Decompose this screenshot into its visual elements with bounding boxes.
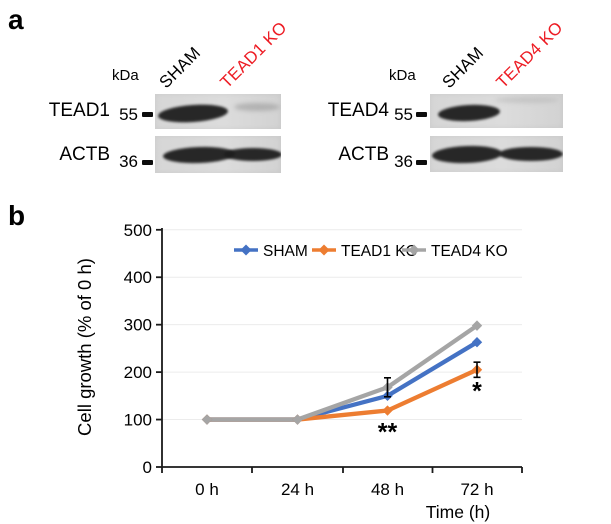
- mw-36-tick: [416, 160, 427, 165]
- significance-asterisk: **: [378, 419, 398, 447]
- y-tick-label: 200: [124, 363, 152, 382]
- x-tick-label: 72 h: [460, 480, 493, 499]
- data-point-marker: [471, 320, 483, 331]
- legend-label: TEAD4 KO: [431, 243, 508, 260]
- data-point-marker: [471, 337, 483, 348]
- x-tick-label: 0 h: [195, 480, 219, 499]
- series-line: [204, 367, 480, 422]
- protein-label-tead4: TEAD4: [327, 100, 389, 121]
- mw-55-tick: [416, 112, 427, 117]
- lane-label-tead1-ko: TEAD1 KO: [216, 17, 291, 92]
- significance-asterisk: *: [472, 378, 482, 406]
- mw-36-label: 36: [394, 152, 413, 171]
- legend-marker: [240, 244, 252, 256]
- y-tick-label: 500: [124, 221, 152, 240]
- x-tick-label: 48 h: [371, 480, 404, 499]
- mw-55-tick: [142, 112, 153, 117]
- series-line: [204, 323, 480, 422]
- lane-label-sham: SHAM: [155, 43, 205, 92]
- y-tick-label: 300: [124, 316, 152, 335]
- protein-band-faint: [234, 103, 281, 112]
- cell-growth-line-chart: 0 100 200 300 400 500 0 h 24 h 48 h 72 h Time (h) C…: [74, 221, 523, 522]
- mw-55-label: 55: [119, 105, 138, 124]
- legend-label: SHAM: [263, 243, 308, 260]
- x-tick-label: 24 h: [281, 480, 314, 499]
- lane-label-tead4-ko: TEAD4 KO: [492, 17, 567, 92]
- protein-band-strong: [431, 145, 503, 165]
- blot-image-actb-right: [430, 136, 563, 172]
- data-point-marker: [292, 414, 303, 425]
- y-axis-title: Cell growth (% of 0 h): [74, 258, 95, 436]
- legend-marker: [408, 244, 420, 256]
- mw-36-label: 36: [119, 152, 138, 171]
- mw-36-tick: [142, 160, 153, 165]
- panel-b-label: b: [8, 200, 26, 231]
- mw-55-label: 55: [394, 105, 413, 124]
- protein-label-actb: ACTB: [59, 144, 110, 165]
- kda-unit-label: kDa: [112, 67, 139, 84]
- protein-band-strong: [437, 103, 500, 123]
- x-axis-title: Time (h): [426, 502, 491, 522]
- data-point-marker: [201, 414, 213, 425]
- protein-band-strong: [224, 148, 281, 161]
- blot-image-tead1: [155, 94, 281, 129]
- protein-band-trace: [495, 97, 560, 104]
- y-tick-label: 100: [124, 411, 152, 430]
- panel-a-label: a: [8, 4, 24, 35]
- protein-label-actb: ACTB: [338, 144, 389, 165]
- y-tick-label: 400: [124, 268, 152, 287]
- y-tick-label: 0: [143, 458, 152, 477]
- legend-marker: [318, 244, 330, 256]
- legend-label: TEAD1 KO: [341, 243, 418, 260]
- kda-unit-label: kDa: [389, 67, 416, 84]
- protein-band-strong: [157, 102, 229, 125]
- protein-band-strong: [499, 147, 563, 161]
- lane-label-sham: SHAM: [438, 43, 488, 92]
- blot-image-actb-left: [155, 136, 281, 173]
- protein-label-tead1: TEAD1: [48, 100, 110, 121]
- blot-image-tead4: [430, 94, 563, 128]
- data-point-marker: [382, 405, 393, 416]
